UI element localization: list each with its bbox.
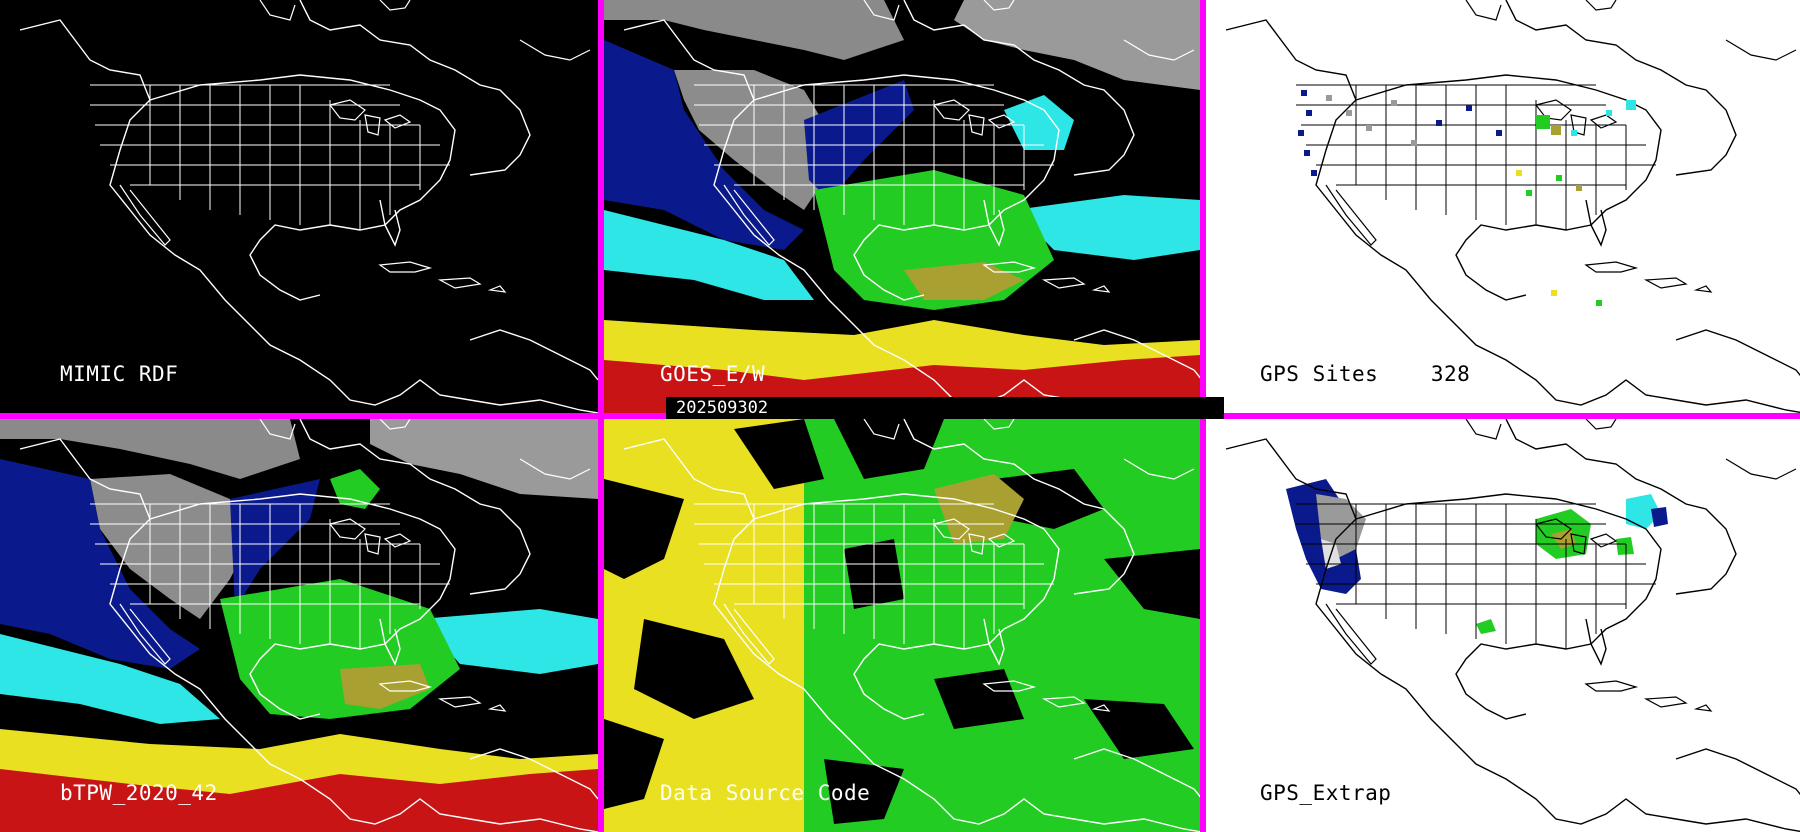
panel-label: bTPW_2020_42	[60, 781, 218, 805]
panel-label: Data Source Code	[660, 781, 871, 805]
map-mimic-rdf	[19, 0, 598, 413]
panel-mimic-rdf: MIMIC RDF	[0, 0, 598, 413]
panel-label: MIMIC RDF	[60, 362, 179, 386]
panel-label: GPS Sites 328	[1260, 362, 1471, 386]
map-data-source-code	[604, 419, 1200, 832]
panel-label: GOES_E/W	[660, 362, 766, 386]
map-btpw	[0, 419, 598, 832]
panel-data-source-code: Data Source Code	[604, 419, 1200, 832]
timestamp-label: 202509302	[666, 397, 1224, 419]
map-gps-sites	[1225, 0, 1800, 413]
panel-goes: GOES_E/W	[604, 0, 1200, 413]
map-goes	[604, 0, 1200, 413]
panel-btpw: bTPW_2020_42	[0, 419, 598, 832]
panel-label: GPS_Extrap	[1260, 781, 1392, 805]
panel-gps-sites: GPS Sites 328	[1206, 0, 1800, 413]
gps-site-markers	[1298, 90, 1636, 306]
map-gps-extrap	[1225, 419, 1800, 832]
panel-gps-extrap: GPS_Extrap	[1206, 419, 1800, 832]
